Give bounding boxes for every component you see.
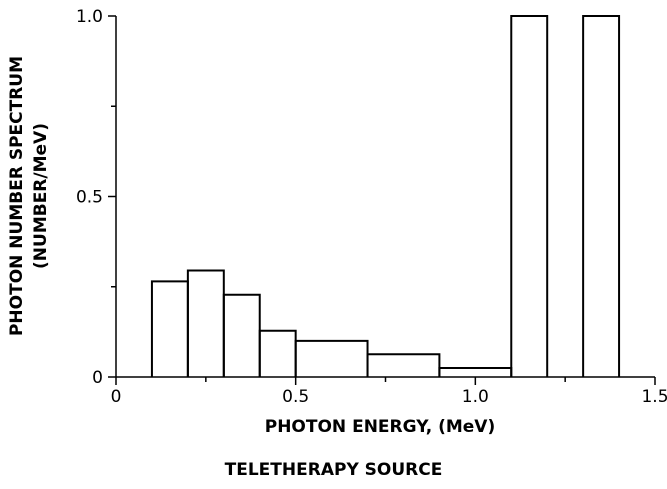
y-axis-title-line-1: PHOTON NUMBER SPECTRUM bbox=[7, 56, 27, 336]
ticks bbox=[108, 15, 656, 385]
x-tick-label: 0 bbox=[111, 387, 122, 407]
x-tick-label: 0.5 bbox=[282, 387, 309, 407]
x-tick-label: 1.0 bbox=[462, 387, 489, 407]
histogram-bins bbox=[150, 15, 621, 377]
y-axis-title-line-2: (NUMBER/MeV) bbox=[31, 123, 51, 269]
y-axis-title: PHOTON NUMBER SPECTRUM (NUMBER/MeV) bbox=[7, 56, 51, 336]
chart-caption: TELETHERAPY SOURCE bbox=[224, 460, 443, 480]
histogram-bin bbox=[222, 293, 261, 377]
y-tick-label: 0.5 bbox=[76, 188, 103, 208]
histogram-bin bbox=[438, 366, 513, 377]
y-tick-label: 1.0 bbox=[76, 7, 103, 27]
axes bbox=[115, 16, 655, 378]
tick-labels: 0 0.5 1.0 1.5 0 0.5 1.0 bbox=[76, 7, 667, 407]
histogram-bin bbox=[510, 15, 549, 377]
y-tick-label: 0 bbox=[92, 368, 103, 388]
histogram-bin bbox=[150, 280, 189, 377]
histogram-bin bbox=[186, 269, 225, 377]
histogram-bin bbox=[582, 15, 621, 377]
histogram-bin bbox=[366, 353, 441, 377]
x-tick-label: 1.5 bbox=[641, 387, 667, 407]
histogram-bin bbox=[294, 339, 369, 377]
histogram-bin bbox=[258, 329, 297, 377]
x-axis-title: PHOTON ENERGY, (MeV) bbox=[265, 417, 495, 437]
